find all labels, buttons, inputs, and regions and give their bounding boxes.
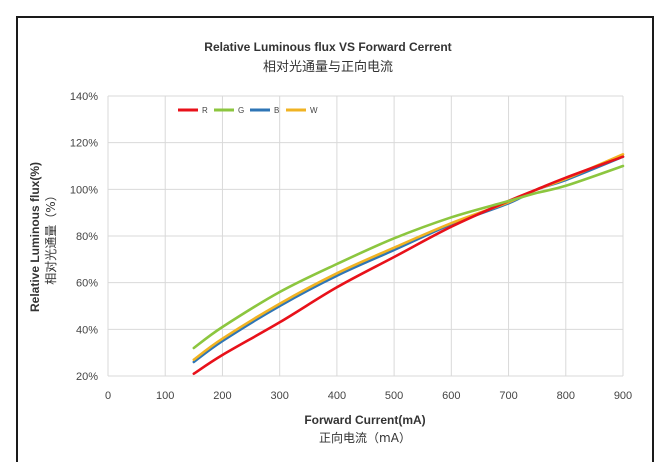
x-tick-label: 0 xyxy=(105,390,111,402)
legend-label-b: B xyxy=(274,106,279,115)
tick-labels: 20% 40% 60% 80% 100% 120% 140% 0 100 200 300 400 500… xyxy=(70,91,632,402)
y-tick-label: 100% xyxy=(70,184,98,196)
x-tick-label: 300 xyxy=(270,390,288,402)
y-axis-title: Relative Luminous flux(%) xyxy=(28,162,42,312)
chart-frame: 20% 40% 60% 80% 100% 120% 140% 0 100 200 300 400 500… xyxy=(16,16,654,462)
y-tick-label: 40% xyxy=(76,324,98,336)
y-tick-label: 120% xyxy=(70,138,98,150)
y-tick-label: 80% xyxy=(76,231,98,243)
series-line-r xyxy=(192,155,625,375)
series-line-g xyxy=(192,164,625,350)
x-tick-label: 700 xyxy=(499,390,517,402)
line-chart: 20% 40% 60% 80% 100% 120% 140% 0 100 200 300 400 500… xyxy=(28,40,632,445)
y-axis-title-cn: 相对光通量（%） xyxy=(44,189,58,284)
grid xyxy=(107,95,624,377)
x-tick-label: 800 xyxy=(557,390,575,402)
x-tick-label: 500 xyxy=(385,390,403,402)
x-tick-label: 600 xyxy=(442,390,460,402)
y-tick-label: 60% xyxy=(76,278,98,290)
legend-label-w: W xyxy=(310,106,318,115)
chart-subtitle: 相对光通量与正向电流 xyxy=(263,59,393,75)
x-tick-label: 900 xyxy=(614,390,632,402)
x-tick-label: 100 xyxy=(156,390,174,402)
chart-title: Relative Luminous flux VS Forward Cerren… xyxy=(204,40,451,54)
x-axis-title: Forward Current(mA) xyxy=(304,413,425,427)
x-axis-title-cn: 正向电流（mA） xyxy=(319,430,411,445)
y-tick-label: 140% xyxy=(70,91,98,103)
series-layer xyxy=(192,153,625,375)
y-tick-label: 20% xyxy=(76,371,98,383)
legend-label-r: R xyxy=(202,106,208,115)
x-tick-label: 400 xyxy=(328,390,346,402)
legend-label-g: G xyxy=(238,106,244,115)
x-tick-label: 200 xyxy=(213,390,231,402)
